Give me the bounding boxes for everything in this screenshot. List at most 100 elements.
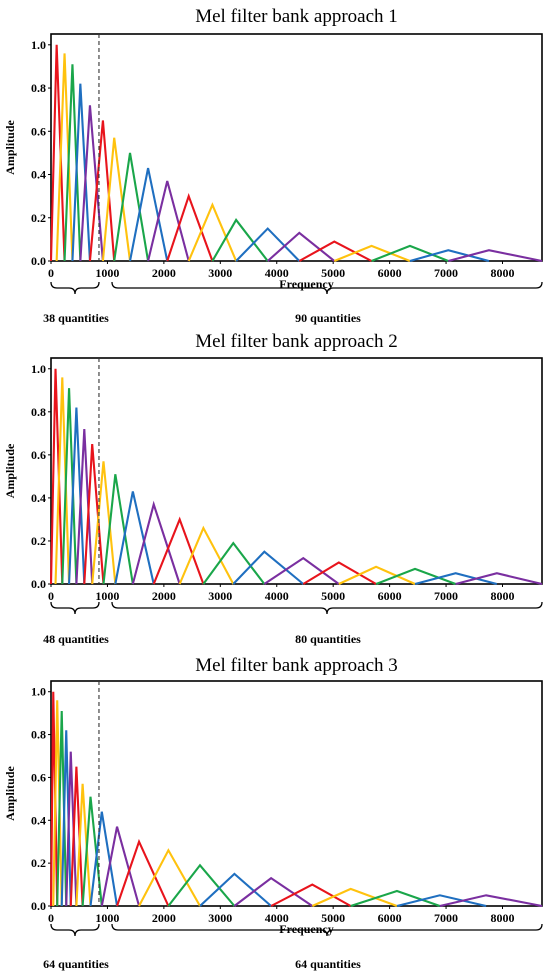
high-band-brace	[111, 923, 543, 937]
filter-triangle	[338, 565, 416, 585]
chart-title: Mel filter bank approach 3	[195, 655, 398, 676]
filter-triangle	[439, 894, 543, 908]
x-tick-label: 3000	[208, 911, 232, 925]
filter-triangle	[311, 887, 398, 907]
filter-triangle	[49, 44, 66, 262]
filter-triangle	[396, 894, 487, 908]
filter-triangle	[167, 863, 236, 907]
x-tick-label: 8000	[490, 589, 514, 603]
filter-triangle	[152, 516, 205, 585]
filter-triangle	[166, 192, 214, 262]
filter-triangle	[61, 388, 78, 585]
y-tick-label: 0.4	[31, 491, 46, 505]
filter-triangle	[371, 244, 449, 262]
x-tick-label: 0	[48, 589, 54, 603]
filter-triangle	[69, 766, 84, 907]
low-band-brace	[50, 601, 100, 615]
filter-triangle	[211, 218, 269, 262]
x-tick-label: 1000	[95, 911, 119, 925]
filter-triangle	[235, 227, 301, 262]
filter-triangle	[55, 53, 74, 262]
y-tick-label: 0.2	[31, 211, 46, 225]
filter-triangle	[448, 249, 543, 263]
y-tick-label: 0.0	[31, 899, 46, 913]
filter-triangle	[49, 368, 64, 585]
filter-triangle	[128, 167, 169, 262]
chart-panel-2: Mel filter bank approach 2 0.0 0.2 0.4 0.6 0.…	[3, 331, 543, 646]
y-tick-label: 1.0	[31, 685, 46, 699]
x-tick-label: 7000	[434, 911, 458, 925]
y-tick-label: 0.2	[31, 534, 46, 548]
filter-triangle	[270, 883, 352, 907]
filter-triangle	[302, 561, 377, 585]
filter-triangle	[202, 541, 266, 585]
filter-triangle	[81, 796, 103, 907]
filter-triangle	[233, 876, 313, 907]
y-tick-label: 0.6	[31, 448, 46, 462]
filter-triangle	[75, 783, 92, 907]
x-tick-label: 1000	[95, 266, 119, 280]
filter-triangle	[199, 872, 272, 907]
filter-triangle	[101, 137, 132, 262]
filter-triangle	[414, 572, 498, 586]
filter-triangle	[178, 525, 235, 585]
x-tick-label: 6000	[378, 589, 402, 603]
filter-triangle	[455, 572, 543, 586]
y-tick-label: 0.0	[31, 254, 46, 268]
filter-triangle	[263, 556, 340, 585]
filter-triangle	[54, 377, 71, 585]
low-band-brace	[50, 923, 100, 937]
filter-triangle	[91, 461, 117, 585]
plot-frame	[50, 357, 543, 585]
low-band-label: 64 quantities	[43, 957, 109, 971]
y-tick-label: 0.8	[31, 728, 46, 742]
high-band-label: 80 quantities	[295, 632, 361, 646]
x-tick-label: 5000	[321, 589, 345, 603]
filter-triangle	[138, 848, 201, 907]
filter-triangle	[56, 710, 68, 907]
y-tick-label: 1.0	[31, 38, 46, 52]
filter-triangle	[71, 83, 91, 262]
y-tick-label: 1.0	[31, 362, 46, 376]
x-tick-label: 2000	[152, 266, 176, 280]
chart-panel-3: Mel filter bank approach 3 0.0 0.2 0.4 0.6 0.…	[3, 655, 543, 971]
y-axis-label: Amplitude	[3, 443, 17, 498]
plot-frame	[50, 680, 543, 907]
filter-triangle	[68, 407, 86, 585]
filter-triangle	[409, 249, 490, 263]
filter-triangle	[298, 240, 373, 262]
x-tick-label: 8000	[490, 266, 514, 280]
x-tick-label: 3000	[208, 589, 232, 603]
x-axis-label: Frequency	[279, 922, 333, 936]
y-tick-label: 0.4	[31, 168, 46, 182]
filter-triangle	[232, 550, 304, 585]
filter-triangle	[75, 428, 94, 585]
y-tick-label: 0.2	[31, 856, 46, 870]
chart-title: Mel filter bank approach 1	[195, 6, 398, 27]
x-tick-label: 0	[48, 911, 54, 925]
x-tick-label: 0	[48, 266, 54, 280]
filter-triangle	[49, 691, 59, 907]
y-axis-label: Amplitude	[3, 119, 17, 174]
filter-triangle	[113, 152, 150, 262]
x-tick-label: 7000	[434, 589, 458, 603]
x-tick-label: 2000	[152, 589, 176, 603]
filter-triangle	[333, 244, 411, 262]
low-band-label: 48 quantities	[43, 632, 109, 646]
y-tick-label: 0.4	[31, 813, 46, 827]
y-tick-label: 0.8	[31, 81, 46, 95]
filter-triangle	[375, 567, 457, 585]
y-tick-label: 0.8	[31, 405, 46, 419]
filter-triangle	[100, 826, 141, 907]
filter-triangle	[102, 474, 134, 585]
high-band-label: 90 quantities	[295, 311, 361, 325]
high-band-brace	[111, 601, 543, 615]
filter-triangle	[350, 889, 441, 907]
chart-title: Mel filter bank approach 2	[195, 331, 398, 352]
x-tick-label: 1000	[95, 589, 119, 603]
x-tick-label: 8000	[490, 911, 514, 925]
filter-triangle	[89, 811, 119, 907]
x-tick-label: 6000	[378, 911, 402, 925]
filter-triangle	[131, 500, 181, 585]
